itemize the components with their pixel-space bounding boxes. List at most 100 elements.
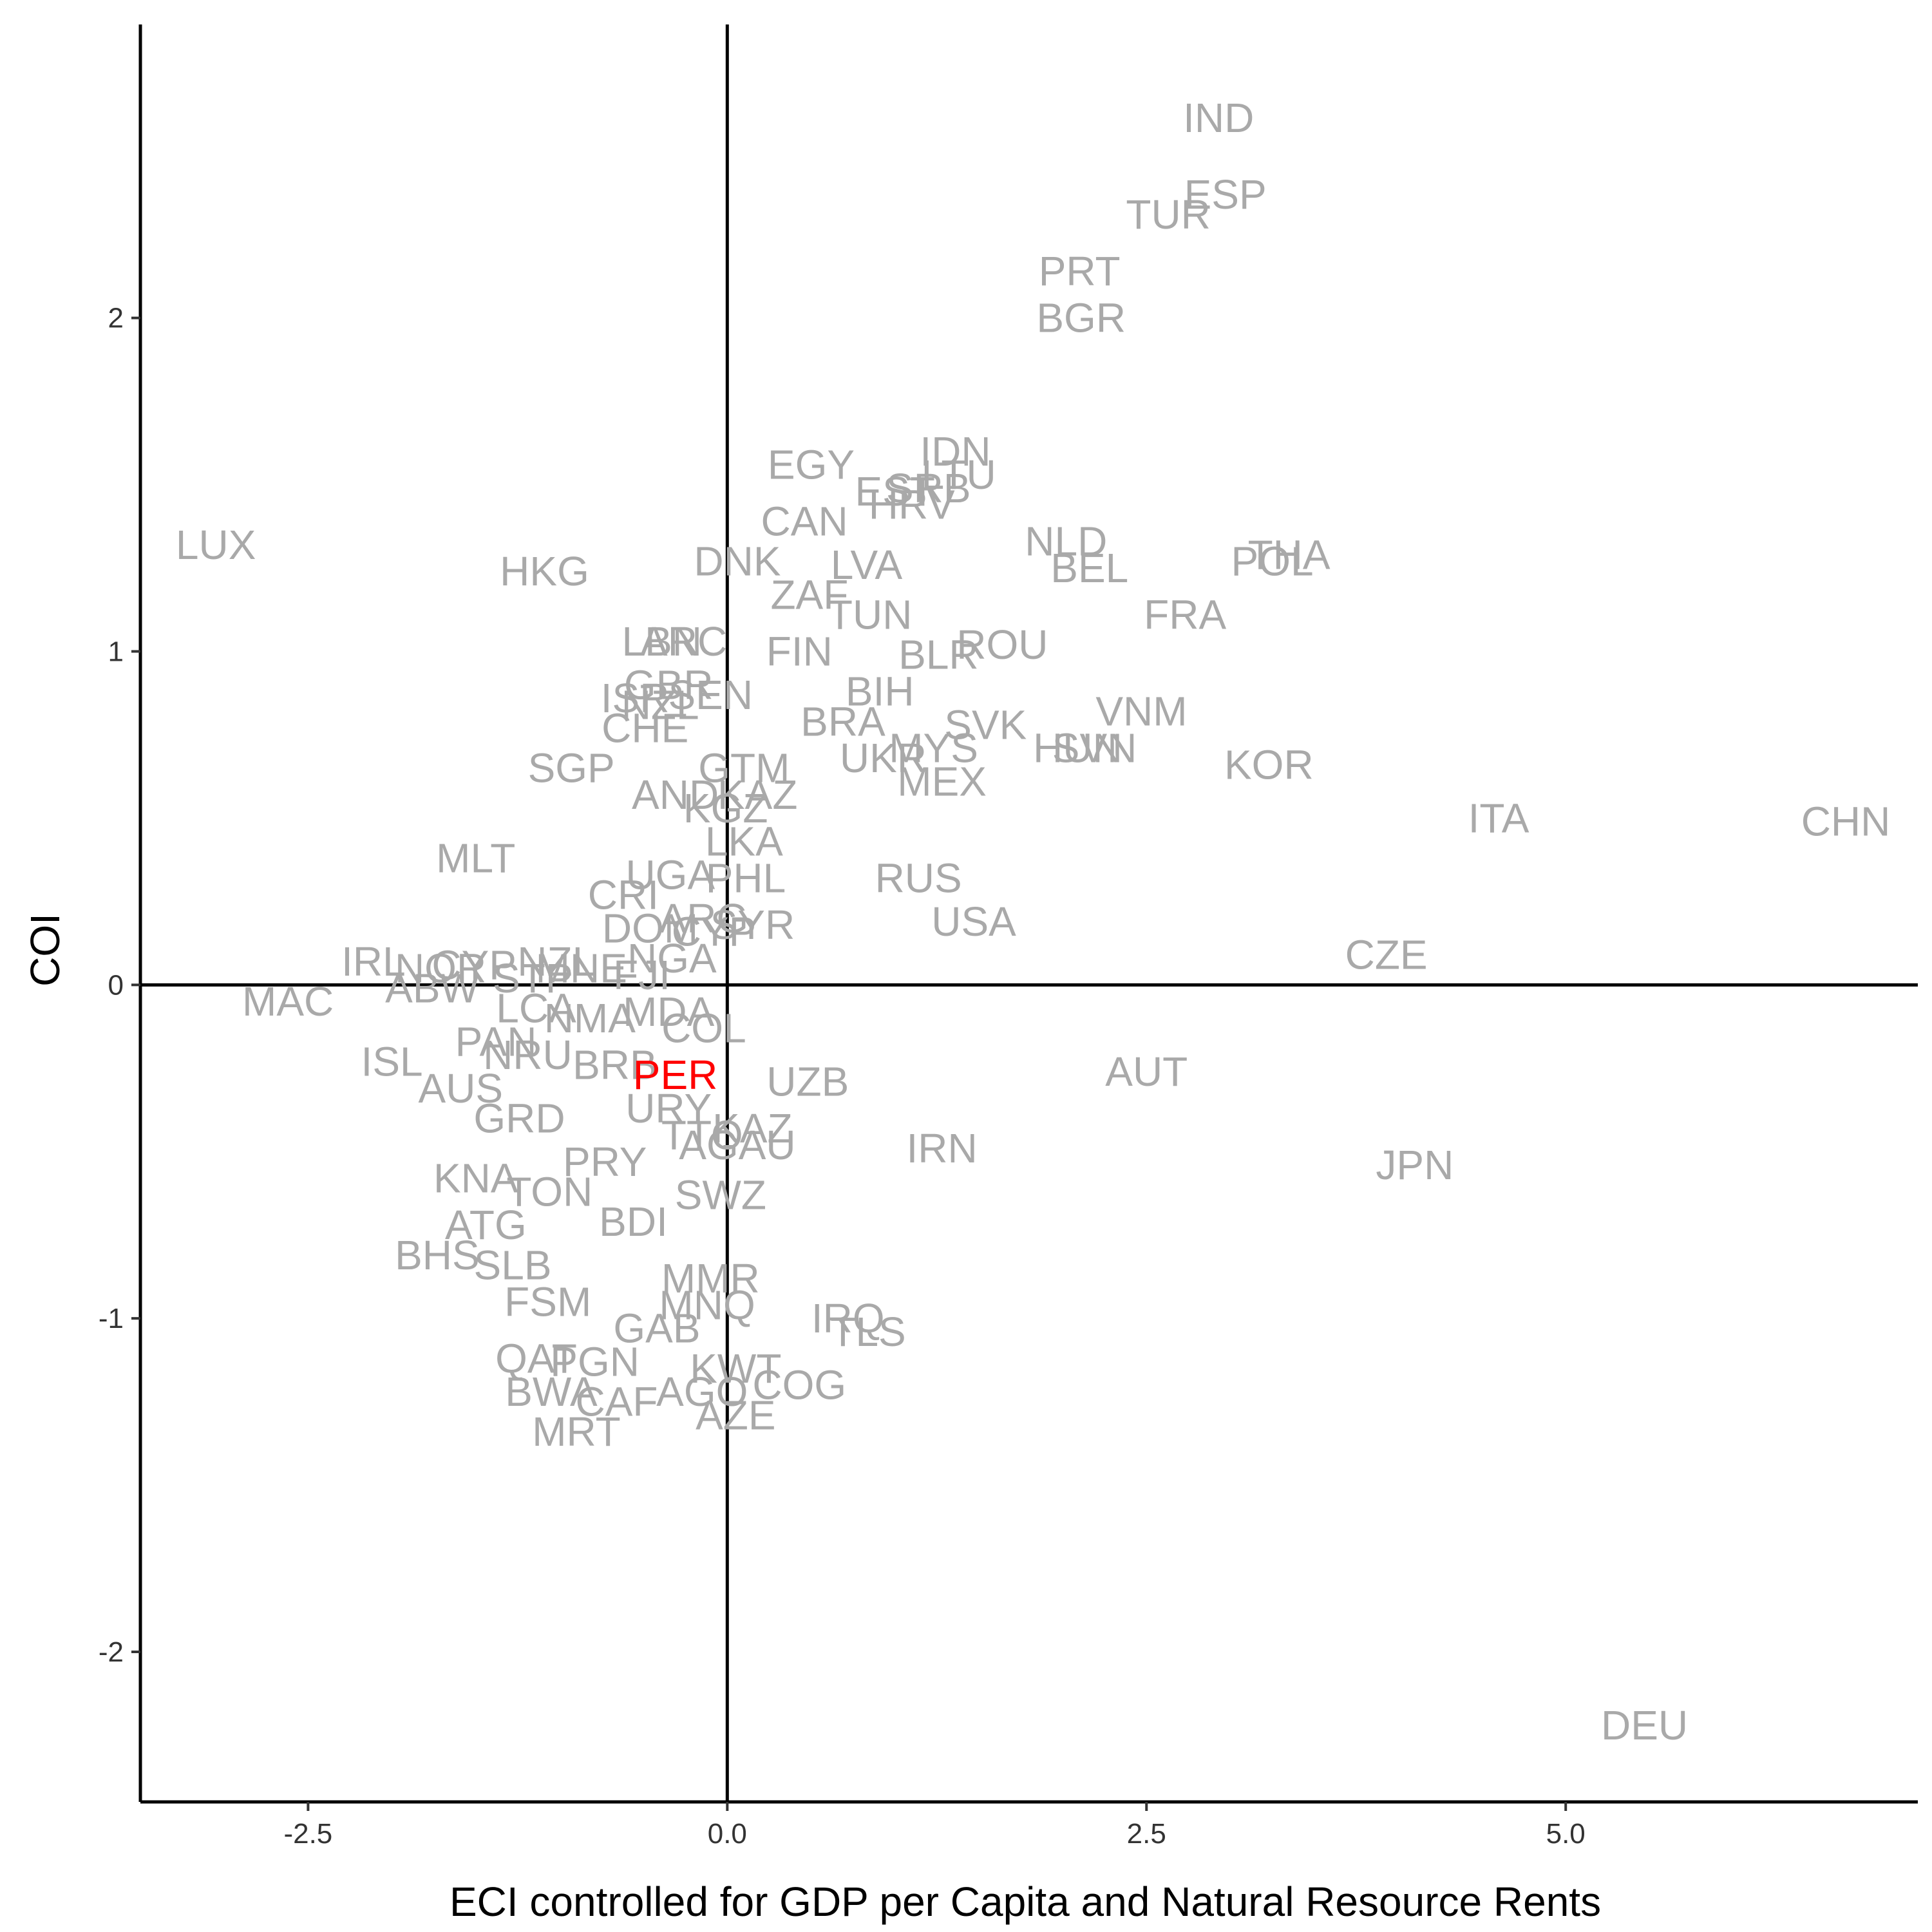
country-label: TUN	[828, 592, 913, 638]
country-label: AUT	[1105, 1048, 1188, 1095]
country-label: ISR	[601, 675, 670, 721]
country-label: NLD	[1025, 518, 1107, 565]
country-label: TTO	[661, 1112, 743, 1158]
country-label: DOM	[602, 905, 698, 951]
country-label: EGY	[768, 442, 855, 488]
country-label: BEL	[1050, 545, 1128, 591]
country-label: GTM	[698, 745, 790, 791]
y-axis-title: COI	[22, 913, 68, 987]
ticks: -2.5 0.0 2.5 5.0 -2 -1 0 1 2	[99, 303, 1586, 1850]
country-label: ZAF	[770, 571, 848, 618]
country-label: AGO	[656, 1368, 748, 1415]
y-tick-label: 0	[108, 969, 124, 1001]
country-label: NZL	[517, 938, 595, 985]
axes	[138, 24, 1918, 1804]
country-label: AUS	[419, 1065, 504, 1112]
country-label: ATG	[445, 1202, 527, 1248]
country-label: ITA	[1468, 795, 1530, 841]
country-label: LCA	[496, 985, 576, 1032]
country-label: KWT	[690, 1345, 781, 1392]
country-label: CRI	[588, 872, 659, 918]
country-label: COL	[661, 1005, 746, 1052]
country-label: SLB	[474, 1242, 552, 1288]
country-label: MAC	[242, 978, 334, 1025]
country-label: LVA	[831, 542, 903, 588]
country-label: NOR	[395, 945, 486, 991]
country-label: COG	[752, 1362, 846, 1408]
country-label: MYS	[889, 725, 978, 772]
country-label: AGAU	[679, 1122, 795, 1168]
country-label: MLT	[436, 835, 515, 882]
country-label: CHE	[601, 705, 688, 752]
country-label: FIN	[766, 629, 833, 675]
country-label: HUN	[1033, 725, 1122, 772]
country-label: ISL	[361, 1038, 423, 1084]
country-label: URY	[625, 1085, 712, 1132]
country-label: CZE	[1345, 932, 1428, 978]
country-label: GBR	[624, 661, 714, 708]
country-label: NRU	[483, 1032, 573, 1078]
y-tick-label: 1	[108, 636, 124, 668]
country-label: NZL	[621, 681, 699, 728]
country-label: FRA	[1144, 592, 1226, 638]
country-label: HKG	[500, 548, 589, 594]
country-label: NMA	[544, 995, 636, 1041]
country-label: BLR	[898, 632, 979, 678]
country-label: UGA	[625, 851, 715, 898]
country-label: MEX	[897, 758, 987, 804]
country-label: MMR	[661, 1255, 760, 1302]
country-label: MRT	[532, 1408, 620, 1455]
country-label: ESP	[1184, 171, 1267, 218]
country-label: POL	[1231, 538, 1314, 585]
x-tick-label: -2.5	[283, 1818, 332, 1850]
country-label: UKR	[840, 735, 927, 781]
country-label: ARG	[659, 895, 749, 942]
country-label: LKA	[705, 819, 783, 865]
highlighted-country-label: PER	[633, 1052, 718, 1098]
country-label: NGA	[627, 935, 717, 981]
country-label: KAZ	[717, 772, 797, 818]
country-label: SVN	[1052, 725, 1137, 772]
x-tick-label: 5.0	[1546, 1818, 1586, 1850]
country-label: DEU	[1601, 1702, 1688, 1748]
country-label: PRY	[563, 1139, 647, 1185]
y-tick-label: -1	[99, 1303, 124, 1334]
country-label: FSM	[504, 1278, 591, 1325]
country-label: TLS	[830, 1309, 905, 1355]
x-tick-label: 2.5	[1127, 1818, 1166, 1850]
country-label: MNE	[536, 945, 627, 991]
country-label: USA	[931, 898, 1016, 945]
y-tick-label: 2	[108, 303, 124, 334]
country-label: AZE	[696, 1392, 775, 1438]
country-label: LTU	[922, 451, 996, 498]
country-label: IRN	[906, 1125, 977, 1171]
country-label: BRA	[800, 698, 886, 744]
country-label: DNK	[694, 538, 781, 585]
country-label: LBN	[622, 618, 703, 665]
country-label: ARC	[640, 618, 727, 665]
country-label: BRB	[573, 1042, 658, 1088]
country-label: TON	[506, 1168, 592, 1215]
x-tick-label: 0.0	[708, 1818, 747, 1850]
country-label: HRV	[869, 482, 955, 528]
country-label: IND	[1183, 95, 1254, 141]
country-label: KAZ	[712, 1105, 792, 1151]
country-label: MNQ	[659, 1282, 755, 1328]
country-label: SRB	[886, 465, 971, 511]
country-label: MDA	[623, 989, 715, 1035]
country-label: CAN	[761, 498, 848, 545]
country-label: KNA	[433, 1155, 518, 1202]
country-label: ROU	[956, 621, 1048, 668]
country-label: SGP	[528, 745, 615, 791]
country-label: IRL	[341, 938, 406, 985]
country-label: SVK	[944, 701, 1027, 748]
country-label: KGZ	[683, 785, 768, 831]
country-label: JPN	[1376, 1142, 1454, 1188]
x-axis-title: ECI controlled for GDP per Capita and Na…	[450, 1879, 1601, 1925]
country-label: SYR	[710, 902, 795, 948]
country-label: GRD	[473, 1095, 565, 1141]
country-label: BHS	[395, 1232, 480, 1278]
country-label: SWZ	[675, 1172, 766, 1218]
